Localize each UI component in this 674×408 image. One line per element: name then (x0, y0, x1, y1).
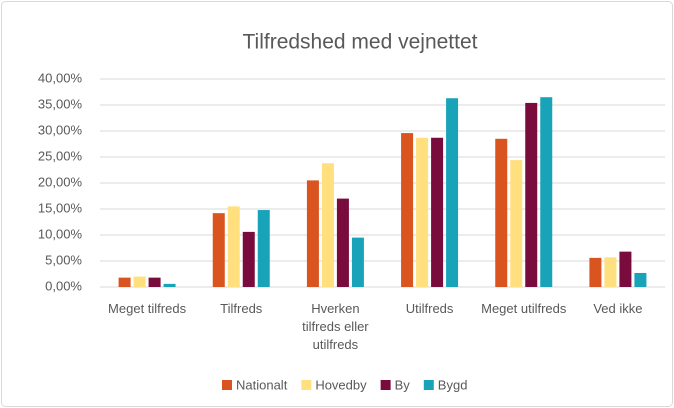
bar (227, 206, 240, 287)
x-tick-label: Hverken tilfreds eller utilfreds (302, 301, 369, 352)
legend-swatch (423, 380, 434, 390)
y-tick-label: 20,00% (38, 174, 83, 189)
bar (351, 237, 364, 287)
x-tick-label: Meget utilfreds (481, 301, 567, 316)
legend-label: By (395, 377, 411, 392)
y-tick-label: 0,00% (45, 278, 82, 293)
bar (212, 213, 225, 287)
bar (257, 210, 270, 287)
bar (118, 277, 131, 287)
y-tick-label: 25,00% (38, 148, 83, 163)
bar (510, 160, 523, 287)
bar (242, 231, 255, 287)
bar (306, 180, 319, 287)
legend-label: Hovedby (315, 377, 367, 392)
legend-swatch (222, 380, 232, 390)
y-tick-label: 15,00% (38, 200, 83, 215)
legend-swatch (301, 380, 312, 390)
bar (619, 251, 632, 287)
bar (446, 98, 459, 288)
chart-title: Tilfredshed med vejnettet (242, 31, 477, 54)
y-tick-label: 30,00% (38, 122, 83, 137)
bar (321, 163, 334, 287)
bar (148, 277, 161, 287)
bar (336, 198, 349, 287)
bar (540, 97, 553, 287)
bar (133, 276, 146, 287)
y-tick-label: 10,00% (38, 226, 83, 241)
bar (401, 133, 414, 287)
y-tick-label: 40,00% (38, 70, 83, 85)
legend-label: Nationalt (236, 377, 288, 392)
x-tick-label: Ved ikke (593, 301, 643, 316)
bar (525, 102, 538, 287)
x-tick-label: Tilfreds (220, 301, 263, 316)
y-tick-label: 5,00% (45, 252, 82, 267)
bar (416, 137, 429, 287)
y-tick-label: 35,00% (38, 96, 83, 111)
bar (163, 283, 176, 287)
bar (589, 257, 602, 287)
bar (431, 137, 444, 287)
legend-label: Bygd (438, 377, 468, 392)
x-tick-label: Utilfreds (405, 301, 454, 316)
x-tick-label: Meget tilfreds (108, 301, 187, 316)
legend-swatch (380, 380, 391, 390)
bar (495, 138, 508, 287)
bar (634, 272, 647, 287)
bar (604, 257, 617, 287)
